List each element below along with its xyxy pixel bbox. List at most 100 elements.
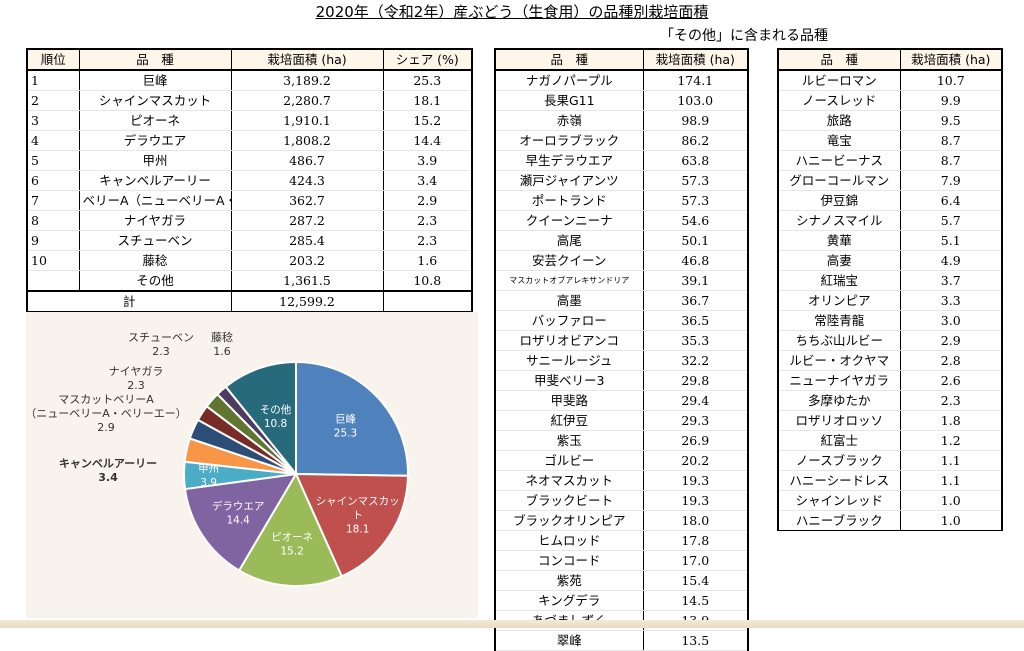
- variety-cell: ノースレッド: [778, 90, 901, 111]
- variety-cell: シャインレッド: [778, 490, 901, 511]
- table-row: 4 デラウエア 1,808.2 14.4: [27, 130, 472, 151]
- area-cell: 54.6: [643, 210, 748, 231]
- pie-slice-label: その他 10.8: [260, 403, 292, 430]
- area-cell: 174.1: [643, 70, 748, 91]
- table-row: 10 藤稔 203.2 1.6: [27, 250, 472, 271]
- ranking-table: 順位 品 種 栽培面積 (ha) シェア (%) 1 巨峰 3,189.2 25.3 …: [26, 48, 473, 313]
- area-cell: 50.1: [643, 230, 748, 251]
- variety-cell: ブラックオリンピア: [495, 510, 644, 531]
- table-row: ナガノパープル 174.1: [495, 70, 748, 91]
- pie-slice: [183, 472, 298, 572]
- area-cell: 424.3: [231, 170, 384, 191]
- area-cell: 17.0: [643, 550, 748, 571]
- area-cell: 3.3: [900, 290, 1002, 311]
- variety-cell: ハニーシードレス: [778, 470, 901, 491]
- table-row: 8 ナイヤガラ 287.2 2.3: [27, 210, 472, 231]
- variety-cell: 長果G11: [495, 90, 644, 111]
- total-label: 計: [27, 290, 232, 313]
- variety-cell: ルビーロマン: [778, 70, 901, 91]
- table-header: 品 種 栽培面積 (ha): [495, 48, 748, 71]
- area-cell: 7.9: [900, 170, 1002, 191]
- rank-cell: 7: [27, 190, 80, 211]
- area-cell: 486.7: [231, 150, 384, 171]
- area-cell: 6.4: [900, 190, 1002, 211]
- area-cell: 4.9: [900, 250, 1002, 271]
- table-row: 紅伊豆 29.3: [495, 410, 748, 431]
- variety-cell: 紅伊豆: [495, 410, 644, 431]
- pie-slice-label: 甲州 3.9: [198, 463, 219, 489]
- table-row: 旅路 9.5: [778, 110, 1002, 131]
- pie-slice-label: 藤稔 1.6: [211, 330, 233, 358]
- variety-cell: サニールージュ: [495, 350, 644, 371]
- page-title: 2020年（令和2年）産ぶどう（生食用）の品種別栽培面積: [315, 3, 709, 21]
- rank-cell: 8: [27, 210, 80, 231]
- header-area: 栽培面積 (ha): [900, 48, 1002, 71]
- variety-cell: オリンピア: [778, 290, 901, 311]
- area-cell: 10.7: [900, 70, 1002, 91]
- variety-cell: ゴルビー: [495, 450, 644, 471]
- pie-slice-label: 巨峰 25.3: [334, 413, 357, 439]
- table-row: 高墨 36.7: [495, 290, 748, 311]
- other-varieties-table-1: 品 種 栽培面積 (ha) ナガノパープル 174.1 長果G11 103.0 赤嶺 98…: [494, 48, 749, 651]
- area-cell: 29.4: [643, 390, 748, 411]
- table-row: コンコード 17.0: [495, 550, 748, 571]
- area-cell: 20.2: [643, 450, 748, 471]
- area-cell: 203.2: [231, 250, 384, 271]
- variety-cell: ナガノパープル: [495, 70, 644, 91]
- table-row: 甲斐路 29.4: [495, 390, 748, 411]
- table-row: 2 シャインマスカット 2,280.7 18.1: [27, 90, 472, 111]
- table-row: ルビー・オクヤマ 2.8: [778, 350, 1002, 371]
- table-row: ロザリオロッソ 1.8: [778, 410, 1002, 431]
- area-cell: 285.4: [231, 230, 384, 251]
- area-cell: 9.9: [900, 90, 1002, 111]
- area-cell: 5.7: [900, 210, 1002, 231]
- table-row: 5 甲州 486.7 3.9: [27, 150, 472, 171]
- variety-cell: 竜宝: [778, 130, 901, 151]
- table-row: 安芸クイーン 46.8: [495, 250, 748, 271]
- area-cell: 287.2: [231, 210, 384, 231]
- rank-cell: 4: [27, 130, 80, 151]
- variety-cell: 紅富士: [778, 430, 901, 451]
- variety-cell: 早生デラウエア: [495, 150, 644, 171]
- variety-cell: 赤嶺: [495, 110, 644, 131]
- table-row: 紫苑 15.4: [495, 570, 748, 591]
- area-cell: 1.0: [900, 490, 1002, 511]
- variety-cell: ブラックビート: [495, 490, 644, 511]
- variety-cell: バッファロー: [495, 310, 644, 331]
- table-row: ブラックビート 19.3: [495, 490, 748, 511]
- variety-cell: その他: [79, 270, 232, 292]
- table-row: 高妻 4.9: [778, 250, 1002, 271]
- table-row: ハニービーナス 8.7: [778, 150, 1002, 171]
- header-variety: 品 種: [79, 48, 232, 71]
- rank-cell: 9: [27, 230, 80, 251]
- area-cell: 2,280.7: [231, 90, 384, 111]
- variety-cell: 巨峰: [79, 70, 232, 91]
- variety-cell: ちちぶ山ルビー: [778, 330, 901, 351]
- variety-cell: 常陸青龍: [778, 310, 901, 331]
- variety-cell: 瀬戸ジャイアンツ: [495, 170, 644, 191]
- table-row: 紅富士 1.2: [778, 430, 1002, 451]
- variety-cell: ベリーA（ニューベリーA・ベ: [79, 190, 232, 211]
- area-cell: 19.3: [643, 490, 748, 511]
- area-cell: 63.8: [643, 150, 748, 171]
- area-cell: 32.2: [643, 350, 748, 371]
- pie-slice: [237, 471, 344, 587]
- rank-cell: 10: [27, 250, 80, 271]
- share-cell: 3.4: [383, 170, 472, 191]
- header-area: 栽培面積 (ha): [231, 48, 384, 71]
- variety-cell: ロザリオビアンコ: [495, 330, 644, 351]
- table-row: 常陸青龍 3.0: [778, 310, 1002, 331]
- rank-cell: 1: [27, 70, 80, 91]
- area-cell: 8.7: [900, 150, 1002, 171]
- pie-slice-label: キャンベルアーリー 3.4: [59, 457, 157, 484]
- area-cell: 14.5: [643, 590, 748, 611]
- area-cell: 2.8: [900, 350, 1002, 371]
- pie-slice: [295, 360, 409, 477]
- table-row: 9 スチューベン 285.4 2.3: [27, 230, 472, 251]
- area-cell: 36.5: [643, 310, 748, 331]
- variety-cell: ハニーブラック: [778, 510, 901, 531]
- variety-cell: 高尾: [495, 230, 644, 251]
- variety-cell: ネオマスカット: [495, 470, 644, 491]
- area-cell: 362.7: [231, 190, 384, 211]
